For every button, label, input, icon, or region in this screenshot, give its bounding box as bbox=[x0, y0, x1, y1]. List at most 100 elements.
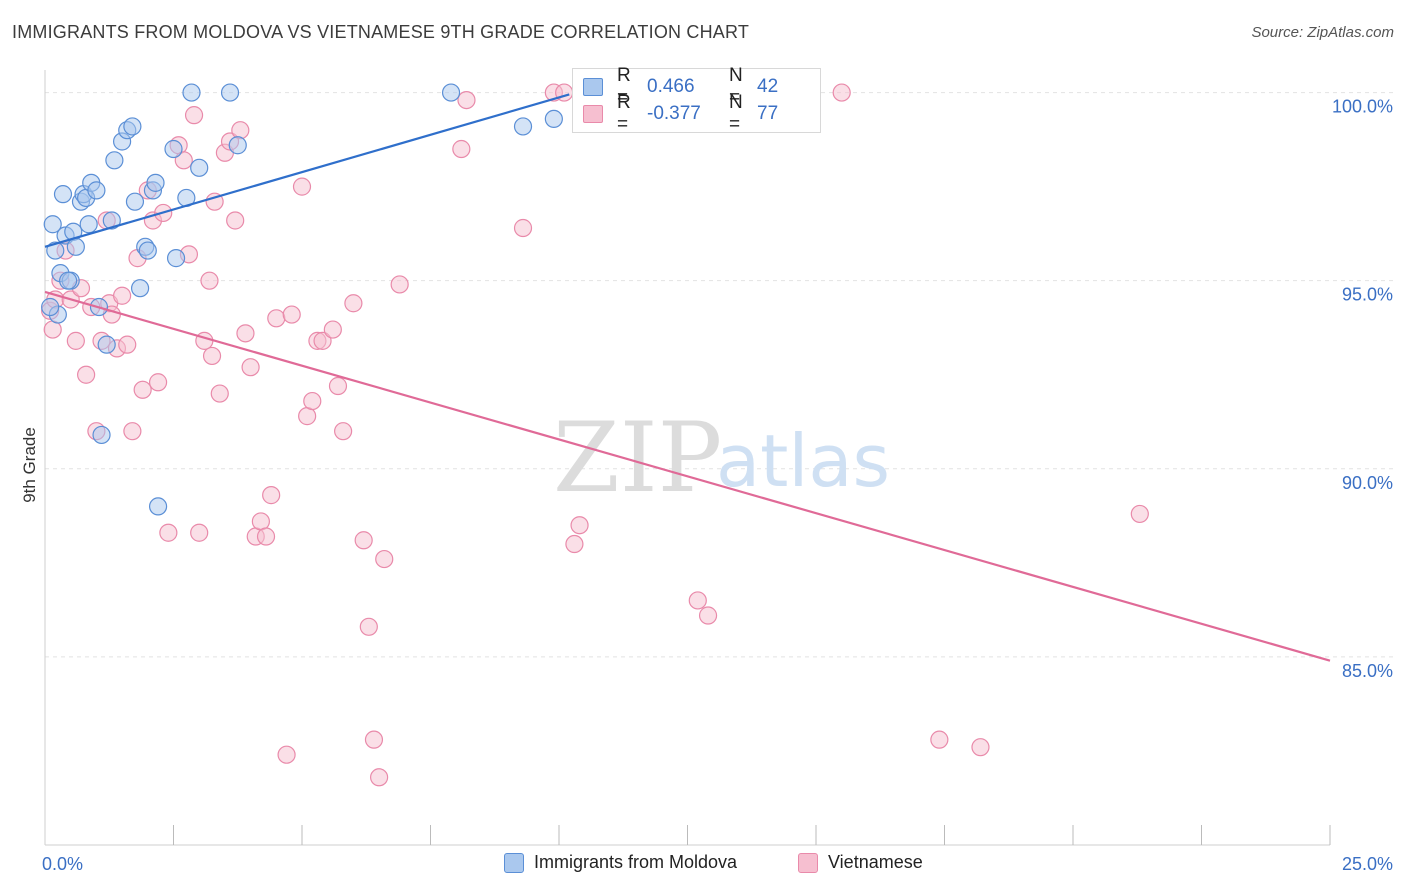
r-value: 0.466 bbox=[647, 76, 695, 97]
moldova-point bbox=[46, 241, 65, 260]
vietnamese-point bbox=[282, 305, 301, 324]
vietnamese-point bbox=[190, 523, 209, 542]
moldova-point bbox=[166, 249, 186, 268]
moldova-point bbox=[87, 181, 106, 200]
vietnamese-point bbox=[513, 218, 533, 238]
vietnamese-point bbox=[118, 335, 137, 354]
r-label: R = bbox=[617, 92, 631, 135]
vietnamese-point bbox=[370, 768, 389, 787]
moldova-point bbox=[92, 425, 111, 445]
vietnamese-point bbox=[231, 121, 250, 140]
axes bbox=[44, 70, 1331, 846]
moldova-point bbox=[513, 117, 533, 136]
moldova-point bbox=[43, 215, 62, 234]
moldova-swatch bbox=[583, 78, 603, 96]
vietnamese-point bbox=[457, 90, 476, 110]
n-label: N = bbox=[729, 65, 743, 108]
n-value: 42 bbox=[757, 76, 779, 97]
watermark-zip: ZIP bbox=[553, 402, 722, 514]
moldova-point bbox=[544, 109, 563, 129]
vietnamese-point bbox=[251, 512, 270, 531]
vietnamese-point bbox=[688, 591, 707, 610]
vietnamese-point bbox=[262, 486, 281, 505]
moldova-point bbox=[130, 279, 150, 298]
moldova-point bbox=[79, 215, 98, 234]
vietnamese-point bbox=[971, 738, 990, 757]
moldova-point bbox=[146, 173, 165, 192]
vietnamese-point bbox=[344, 294, 363, 313]
vietnamese-point bbox=[930, 730, 949, 749]
moldova-point bbox=[228, 136, 247, 155]
y-tick-label: 85.0% bbox=[1342, 661, 1393, 681]
vietnamese-point bbox=[313, 331, 332, 350]
moldova-point bbox=[97, 335, 116, 354]
vietnamese-point bbox=[323, 320, 342, 339]
y-tick-label: 90.0% bbox=[1342, 473, 1393, 493]
correlation-legend: R = 0.466 N = 42 R = -0.377 N = 77 bbox=[572, 65, 821, 135]
vietnamese-point bbox=[452, 139, 471, 159]
vietnamese-point bbox=[375, 549, 394, 569]
moldova-point bbox=[53, 185, 73, 204]
moldova-point bbox=[105, 151, 124, 170]
vietnamese-point bbox=[77, 365, 96, 384]
vietnamese-point bbox=[298, 407, 317, 426]
moldova-point bbox=[220, 83, 240, 102]
vietnamese-point bbox=[148, 373, 168, 392]
vietnamese-point bbox=[43, 320, 62, 339]
moldova-point bbox=[148, 497, 168, 516]
vietnamese-trend-line bbox=[44, 290, 1331, 662]
watermark: ZIP atlas bbox=[553, 402, 890, 514]
legend-item-vietnamese[interactable]: Vietnamese bbox=[798, 852, 923, 873]
vietnamese-point bbox=[565, 534, 584, 554]
moldova-point bbox=[182, 83, 201, 102]
vietnamese-point bbox=[570, 516, 589, 535]
vietnamese-point bbox=[698, 606, 718, 625]
moldova-point bbox=[138, 241, 157, 260]
vietnamese-point bbox=[123, 422, 142, 441]
moldova-point bbox=[41, 297, 60, 317]
moldova-trend-line bbox=[44, 93, 570, 248]
vietnamese-point bbox=[202, 346, 222, 366]
moldova-point bbox=[59, 271, 78, 290]
n-label: N = bbox=[729, 92, 743, 135]
x-tick-label: 25.0% bbox=[1342, 854, 1393, 874]
moldova-point bbox=[125, 192, 145, 211]
tick-labels: 100.0% 95.0% 90.0% 85.0% 0.0% 25.0% bbox=[42, 97, 1393, 874]
legend-label-moldova: Immigrants from Moldova bbox=[534, 852, 738, 872]
vietnamese-swatch bbox=[798, 852, 818, 873]
vietnamese-point bbox=[364, 730, 384, 749]
vietnamese-point bbox=[159, 523, 178, 542]
vietnamese-point bbox=[112, 286, 132, 305]
y-tick-label: 100.0% bbox=[1332, 97, 1393, 117]
vietnamese-point bbox=[334, 422, 353, 441]
moldova-point bbox=[164, 139, 183, 159]
legend-label-vietnamese: Vietnamese bbox=[828, 852, 923, 872]
chart-title: IMMIGRANTS FROM MOLDOVA VS VIETNAMESE 9T… bbox=[12, 22, 750, 42]
moldova-point bbox=[190, 158, 209, 177]
trend-lines bbox=[44, 93, 1331, 662]
vietnamese-point bbox=[256, 527, 276, 546]
vietnamese-point bbox=[1130, 504, 1149, 524]
vietnamese-point bbox=[303, 391, 322, 411]
vietnamese-point bbox=[277, 745, 296, 764]
x-tick-label: 0.0% bbox=[42, 854, 83, 874]
moldova-point bbox=[441, 83, 461, 102]
vietnamese-point bbox=[390, 275, 409, 294]
watermark-atlas: atlas bbox=[716, 419, 890, 503]
vietnamese-point bbox=[241, 358, 260, 377]
r-label: R = bbox=[617, 65, 631, 108]
moldova-points bbox=[41, 83, 563, 516]
legend-row-vietnamese: R = -0.377 N = 77 bbox=[583, 92, 778, 135]
vietnamese-point bbox=[354, 531, 373, 550]
vietnamese-swatch bbox=[583, 105, 603, 123]
vietnamese-point bbox=[328, 376, 348, 396]
legend-item-moldova[interactable]: Immigrants from Moldova bbox=[504, 852, 737, 873]
vietnamese-point bbox=[66, 331, 85, 350]
y-axis-label: 9th Grade bbox=[20, 427, 39, 503]
vietnamese-point bbox=[226, 211, 245, 230]
vietnamese-point bbox=[210, 384, 229, 403]
vietnamese-point bbox=[832, 83, 851, 102]
vietnamese-point bbox=[267, 309, 286, 328]
vietnamese-point bbox=[200, 271, 219, 290]
